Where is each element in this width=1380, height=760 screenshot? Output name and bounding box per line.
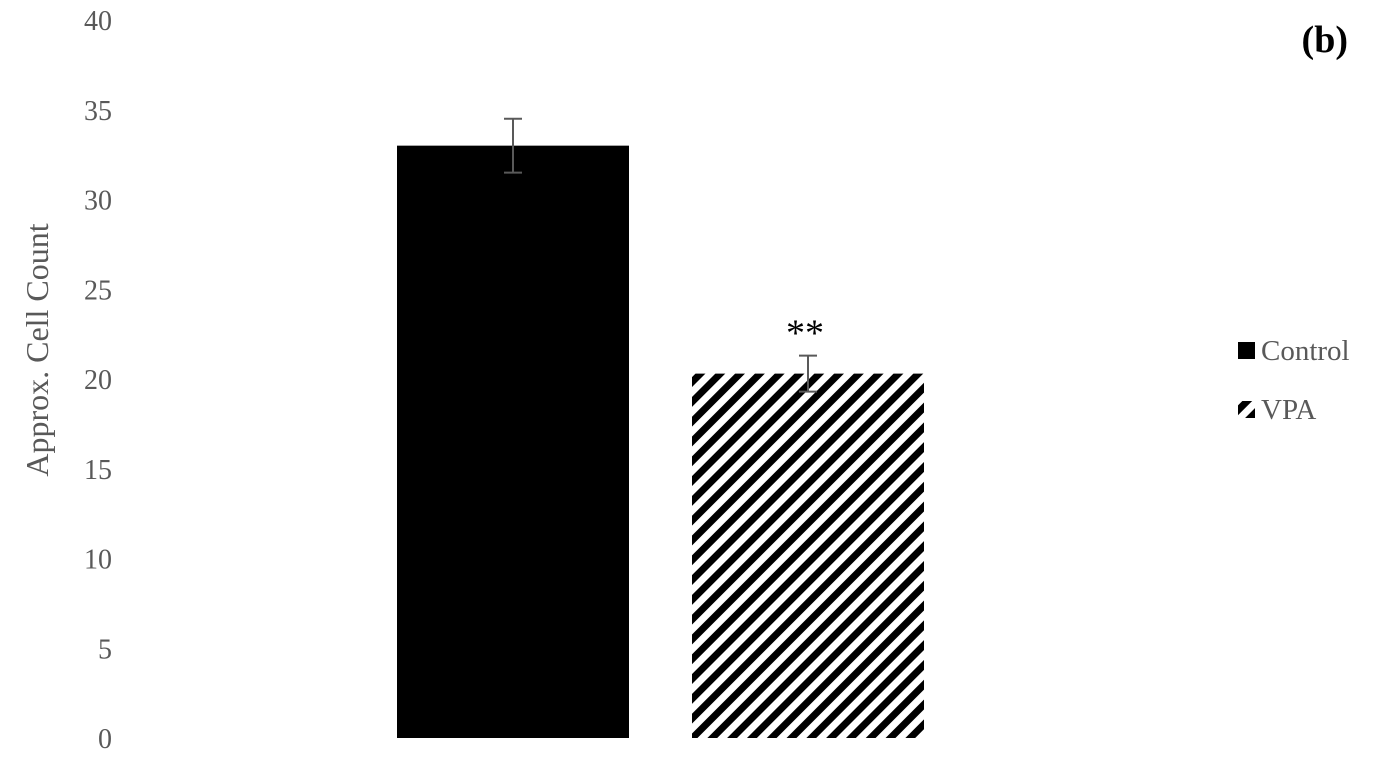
y-tick-label: 30 (84, 186, 112, 217)
y-tick-label: 10 (84, 545, 112, 576)
panel-label: (b) (1302, 19, 1348, 61)
y-tick-label: 5 (98, 634, 112, 665)
y-tick-label: 35 (84, 96, 112, 127)
bar-control (397, 145, 629, 738)
y-tick-label: 25 (84, 275, 112, 306)
legend-label-control: Control (1261, 335, 1350, 367)
error-bar-vpa (799, 354, 817, 393)
error-bar-control (504, 117, 522, 174)
bar-vpa (692, 373, 924, 738)
y-tick-label: 20 (84, 365, 112, 396)
y-tick-label: 40 (84, 6, 112, 37)
legend-swatch-control (1238, 342, 1255, 359)
significance-annotation: ** (786, 313, 824, 355)
legend-label-vpa: VPA (1261, 394, 1316, 426)
legend-swatch-vpa (1238, 401, 1255, 418)
y-tick-label: 15 (84, 455, 112, 486)
legend: Control VPA (1238, 335, 1350, 426)
y-axis-ticks: 0 5 10 15 20 25 30 35 40 (84, 6, 112, 755)
bars: ** (397, 117, 924, 738)
y-tick-label: 0 (98, 724, 112, 755)
y-axis-label: Approx. Cell Count (19, 223, 55, 476)
